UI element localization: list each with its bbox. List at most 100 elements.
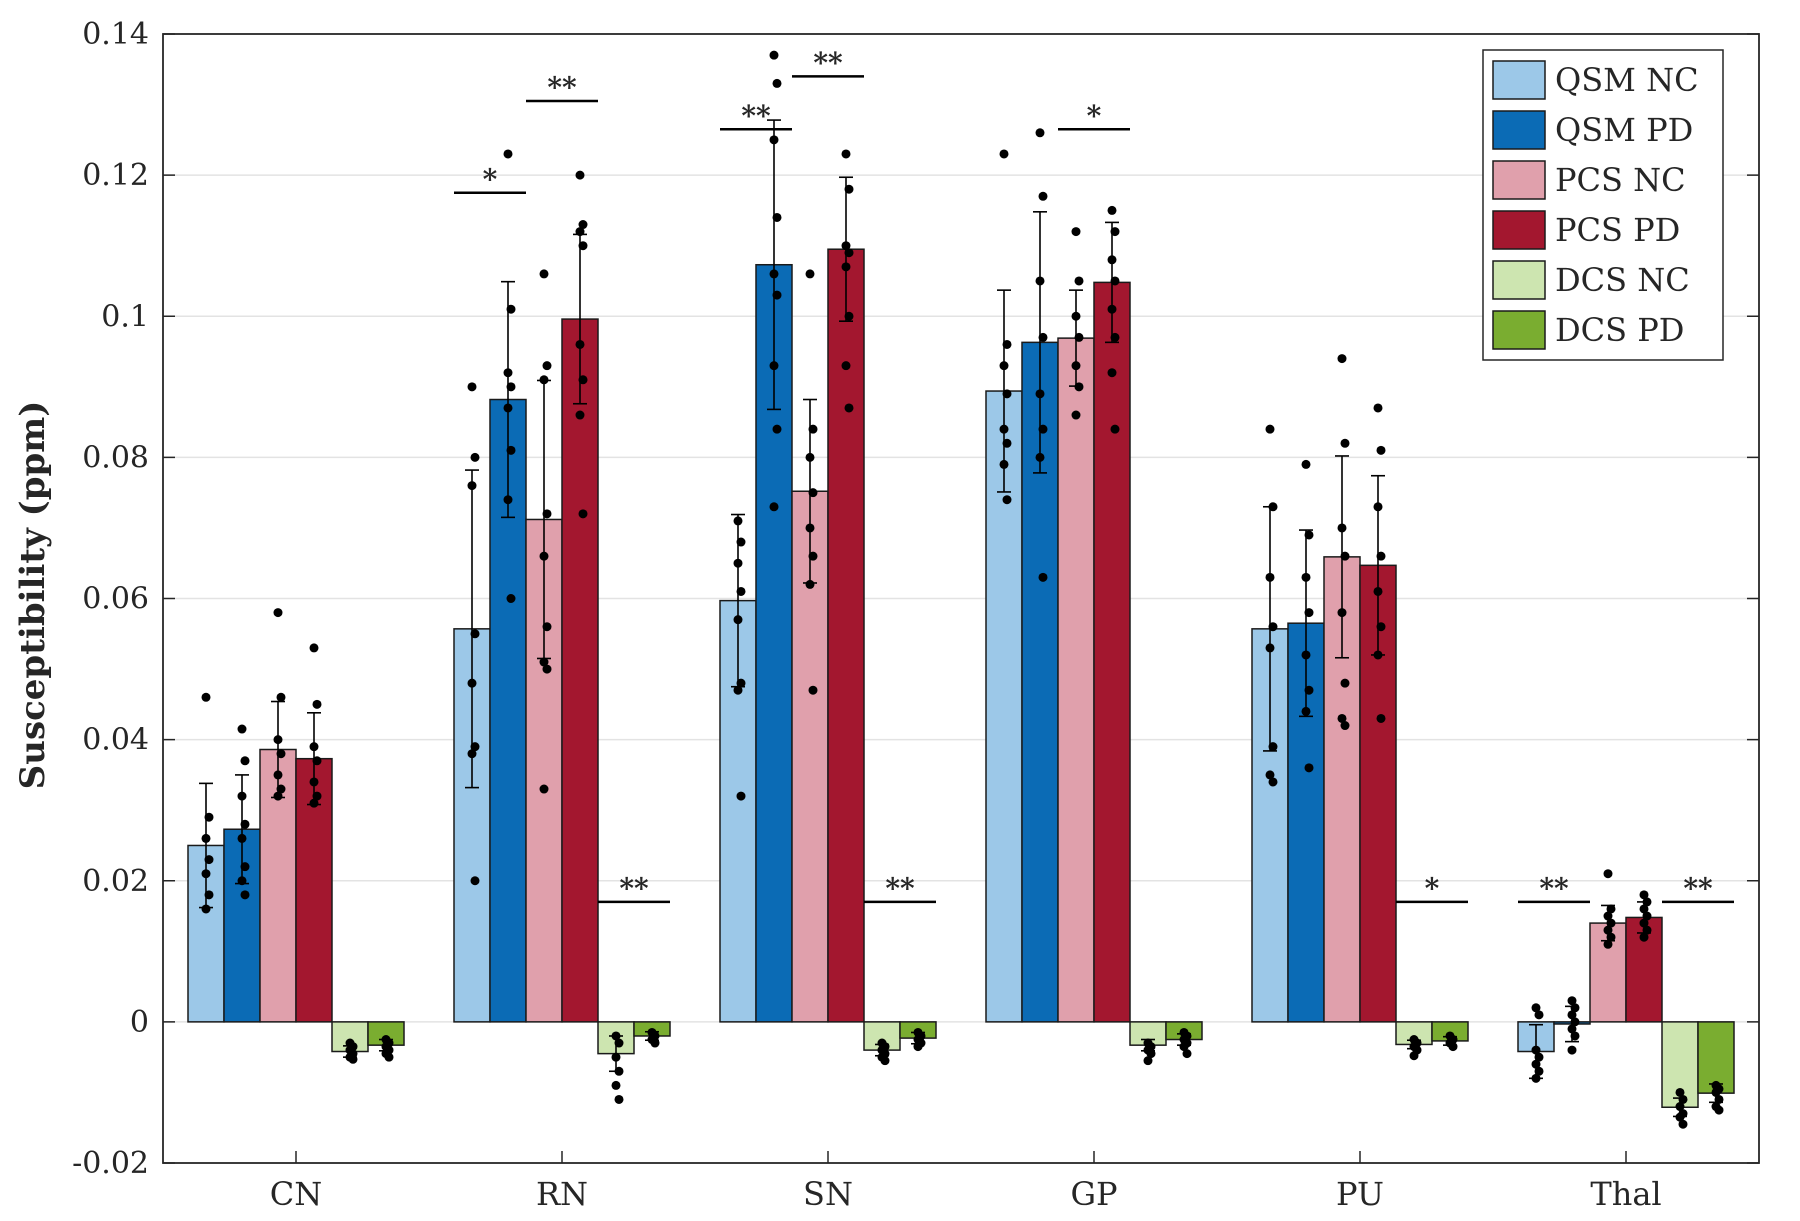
legend-swatch: [1492, 60, 1546, 100]
data-point: [1567, 996, 1577, 1006]
y-tick-label: -0.02: [72, 1146, 149, 1181]
data-point: [1038, 191, 1048, 201]
data-point: [769, 502, 779, 512]
data-point: [1639, 890, 1649, 900]
data-point: [273, 608, 283, 618]
significance-label: *: [1087, 99, 1102, 132]
data-point: [1337, 713, 1347, 723]
significance-label: **: [1539, 872, 1569, 905]
error-bars: [199, 119, 1723, 1118]
data-point: [1373, 403, 1383, 413]
legend-swatch: [1492, 110, 1546, 150]
legend-label: QSM PD: [1555, 111, 1693, 149]
data-point: [736, 791, 746, 801]
data-point: [1265, 770, 1275, 780]
data-point: [769, 50, 779, 60]
data-point: [503, 149, 513, 159]
bars: [187, 248, 1735, 1109]
y-tick-label: 0.08: [82, 440, 149, 475]
x-tick-label: PU: [1336, 1175, 1384, 1213]
data-point: [575, 410, 585, 420]
y-axis-label: Susceptibility (ppm): [13, 401, 53, 790]
data-point: [240, 756, 250, 766]
data-point: [1714, 1105, 1724, 1115]
bar-pcs-nc-pu: [1323, 556, 1361, 1023]
data-point: [1110, 424, 1120, 434]
data-point: [805, 579, 815, 589]
data-point: [240, 890, 250, 900]
data-point: [1002, 495, 1012, 505]
data-point: [1531, 1003, 1541, 1013]
legend-swatch: [1492, 160, 1546, 200]
data-point: [312, 699, 322, 709]
data-point: [1265, 424, 1275, 434]
data-point: [470, 876, 480, 886]
data-point: [733, 685, 743, 695]
data-point: [999, 149, 1009, 159]
data-point: [1107, 205, 1117, 215]
data-point: [1071, 227, 1081, 237]
data-point: [309, 643, 319, 653]
x-tick-label: Thal: [1590, 1175, 1661, 1213]
data-point: [772, 424, 782, 434]
x-tick-label: SN: [803, 1175, 853, 1213]
y-tick-label: 0.1: [101, 299, 149, 334]
data-point: [844, 403, 854, 413]
legend-label: PCS NC: [1555, 161, 1686, 199]
data-point: [506, 594, 516, 603]
bar-pcs-pd-gp: [1093, 281, 1131, 1023]
data-point: [276, 692, 286, 702]
data-point: [542, 361, 552, 371]
data-point: [1675, 1087, 1685, 1097]
data-point: [611, 1080, 621, 1090]
data-point: [1340, 721, 1350, 731]
data-point: [1143, 1056, 1153, 1066]
data-point: [805, 269, 815, 279]
data-point: [1639, 932, 1649, 942]
data-point: [201, 904, 211, 914]
data-point: [1376, 445, 1386, 455]
bar-pcs-pd-sn: [827, 248, 865, 1023]
data-point: [1376, 713, 1386, 723]
data-point: [578, 220, 588, 230]
significance-label: **: [885, 872, 915, 905]
data-point: [1035, 128, 1045, 138]
data-point: [614, 1094, 624, 1104]
data-point: [1340, 438, 1350, 448]
data-point: [384, 1052, 394, 1062]
data-point: [467, 382, 477, 392]
legend-label: DCS NC: [1555, 261, 1690, 299]
y-tick-label: 0.06: [82, 582, 149, 617]
data-point: [1179, 1042, 1189, 1052]
data-point: [539, 269, 549, 279]
data-point: [1107, 368, 1117, 378]
x-tick-label: RN: [536, 1175, 588, 1213]
legend-box: [1482, 49, 1724, 361]
significance-label: *: [1425, 872, 1440, 905]
data-point: [841, 361, 851, 371]
data-point: [1567, 1045, 1577, 1055]
data-point: [1603, 939, 1613, 949]
bar-pcs-nc-gp: [1057, 337, 1095, 1023]
y-tick-label: 0.12: [82, 158, 149, 193]
data-point: [1074, 276, 1084, 286]
y-tick-label: 0.02: [82, 864, 149, 899]
data-point: [539, 784, 549, 794]
data-point: [841, 149, 851, 159]
significance-label: **: [1683, 872, 1713, 905]
data-point: [237, 724, 247, 734]
data-point: [1038, 572, 1048, 582]
data-point: [1301, 459, 1311, 469]
data-point: [1071, 410, 1081, 420]
data-point: [1182, 1049, 1192, 1059]
plot-frame: [162, 33, 1760, 1164]
significance-markers: ************* ** **: [454, 46, 1734, 905]
significance-label: **: [547, 71, 577, 104]
data-point: [542, 664, 552, 674]
data-point: [1340, 678, 1350, 688]
significance-label: **: [619, 872, 649, 905]
significance-label: **: [813, 46, 843, 79]
bar-dcs-nc-cn: [331, 1021, 369, 1053]
